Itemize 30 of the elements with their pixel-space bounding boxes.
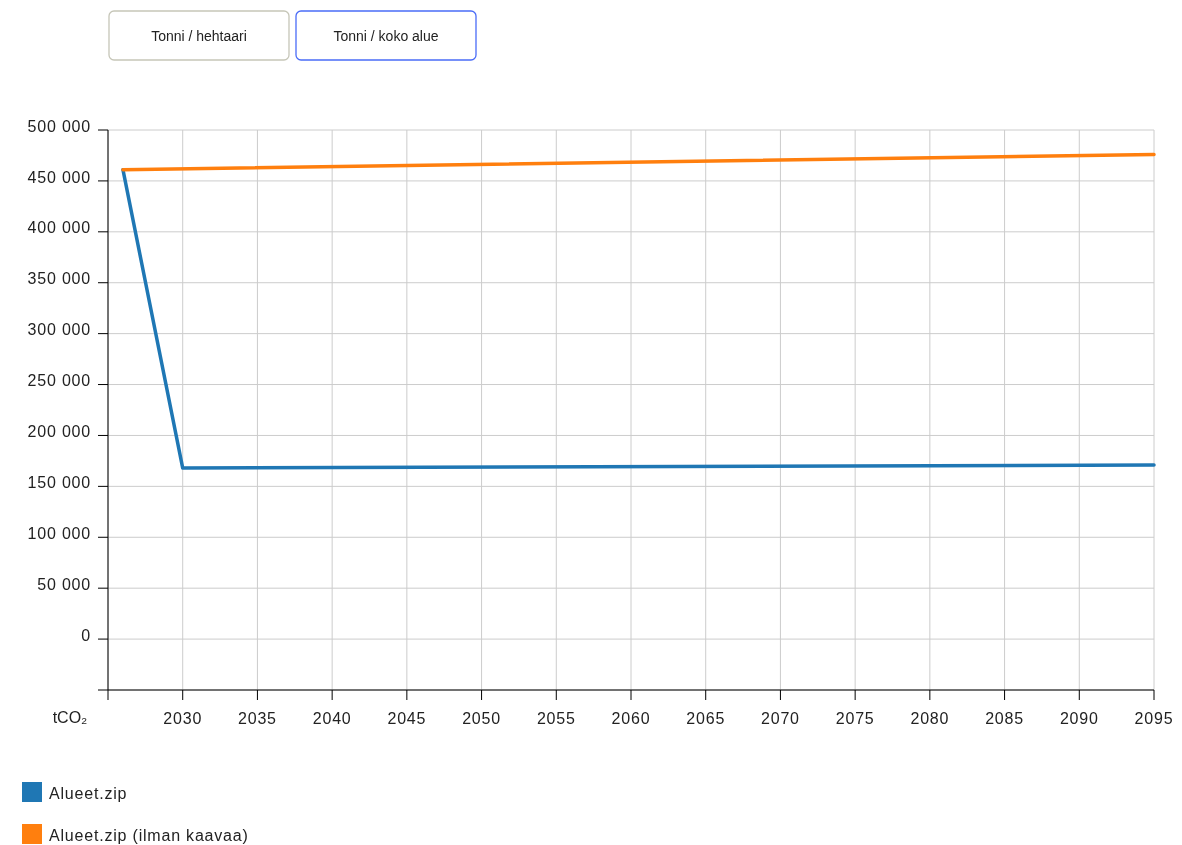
x-tick-label: 2085 xyxy=(985,710,1024,727)
y-tick-label: 350 000 xyxy=(27,270,91,288)
x-tick-label: 2090 xyxy=(1059,710,1099,727)
y-axis-title: tCO₂ xyxy=(52,709,88,726)
x-tick-label: 2035 xyxy=(238,710,277,727)
button: Tonni / koko alue xyxy=(295,10,477,61)
x-tick-label: 2055 xyxy=(536,710,576,727)
y-tick-label: 300 000 xyxy=(27,321,91,339)
x-tick-label: 2095 xyxy=(1134,710,1174,727)
x-tick-label: 2080 xyxy=(910,710,950,727)
y-tick-label: 450 000 xyxy=(27,168,91,186)
x-tick-label: 2050 xyxy=(462,710,501,727)
legend-label: Alueet.zip (ilman kaavaa) xyxy=(49,827,249,844)
x-tick-label: 2065 xyxy=(686,710,726,727)
y-tick-label: 50 000 xyxy=(37,575,91,593)
y-tick-label: 100 000 xyxy=(27,524,91,542)
x-tick-label: 2070 xyxy=(761,710,800,727)
y-tick-label: 200 000 xyxy=(27,423,91,441)
y-tick-label: 400 000 xyxy=(27,219,91,237)
y-tick-label: 500 000 xyxy=(27,117,91,135)
x-tick-label: 2075 xyxy=(835,710,875,727)
y-tick-label: 250 000 xyxy=(27,372,91,390)
legend-label: Alueet.zip xyxy=(49,785,128,802)
button: Tonni / hehtaari xyxy=(108,10,290,61)
x-tick-label: 2060 xyxy=(611,710,651,727)
x-tick-label: 2040 xyxy=(312,710,352,727)
x-tick-label: 2030 xyxy=(163,710,203,727)
y-tick-label: 0 xyxy=(81,626,91,644)
x-tick-label: 2045 xyxy=(387,710,427,727)
y-tick-label: 150 000 xyxy=(27,473,91,491)
